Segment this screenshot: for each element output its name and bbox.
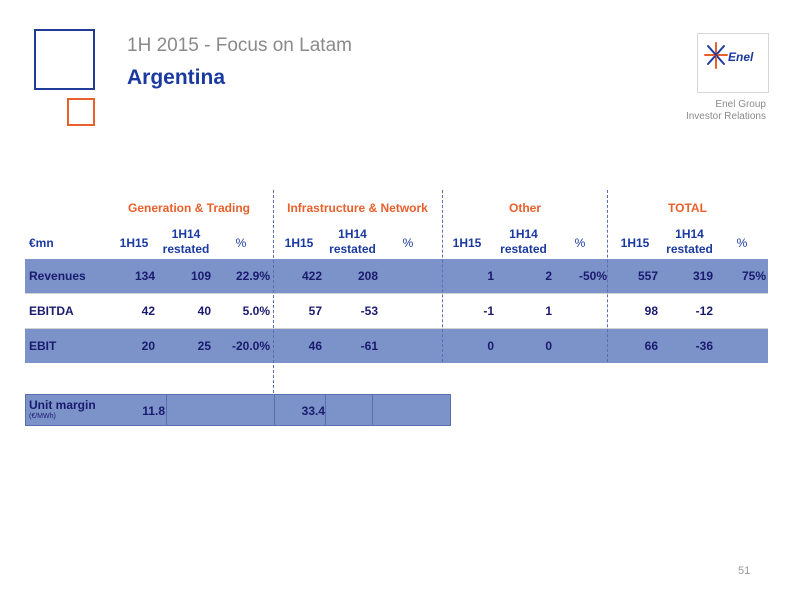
table-cell: 66 <box>644 339 658 353</box>
unit-margin-gen-value: 11.8 <box>142 404 165 418</box>
table-cell: 25 <box>197 339 211 353</box>
col-header-pct: % <box>235 236 247 250</box>
table-cell: 1 <box>487 269 494 283</box>
col-header-1h15: 1H15 <box>452 236 482 250</box>
table-cell: -36 <box>695 339 713 353</box>
table-cell: 109 <box>190 269 211 283</box>
table-row-ebit: EBIT 20 25 -20.0% 46 -61 0 0 66 -36 <box>25 329 768 363</box>
table-cell: 42 <box>141 304 155 318</box>
table-cell: -50% <box>578 269 607 283</box>
table-cell: 75% <box>741 269 766 283</box>
cell-divider <box>325 395 326 425</box>
table-row-revenues: Revenues 134 109 22.9% 422 208 1 2 -50% … <box>25 259 768 293</box>
company-line-2: Investor Relations <box>685 111 766 122</box>
table-cell: 22.9% <box>235 269 270 283</box>
row-label: Revenues <box>29 269 86 283</box>
unit-margin-unit: (€/MWh) <box>29 413 56 420</box>
table-cell: 2 <box>545 269 552 283</box>
table-cell: 208 <box>357 269 378 283</box>
slide-title: Argentina <box>127 66 226 89</box>
company-line-1: Enel Group <box>715 99 766 110</box>
table-cell: -53 <box>360 304 378 318</box>
unit-margin-label: Unit margin <box>29 398 96 412</box>
cell-divider <box>372 395 373 425</box>
table-cell: -1 <box>483 304 494 318</box>
table-cell: 0 <box>545 339 552 353</box>
cell-divider <box>274 395 275 425</box>
table-cell: -61 <box>360 339 378 353</box>
table-cell: 5.0% <box>242 304 270 318</box>
unit-margin-infra-value: 33.4 <box>301 404 325 418</box>
decorative-square-orange <box>67 98 95 126</box>
slide-subtitle: 1H 2015 - Focus on Latam <box>127 35 352 56</box>
table-cell: 1 <box>545 304 552 318</box>
column-group-divider <box>607 190 608 362</box>
table-cell: 40 <box>197 304 211 318</box>
row-divider <box>25 293 768 294</box>
group-header-infrastructure: Infrastructure & Network <box>287 201 428 215</box>
logo-wordmark: Enel <box>728 50 754 64</box>
table-cell: 319 <box>692 269 713 283</box>
enel-logo-icon <box>704 42 728 69</box>
table-cell: 98 <box>644 304 658 318</box>
page-number: 51 <box>738 565 751 577</box>
table-cell: -20.0% <box>231 339 270 353</box>
unit-margin-row: Unit margin (€/MWh) 11.8 33.4 <box>25 394 451 426</box>
decorative-square-blue <box>34 29 95 90</box>
table-cell: 134 <box>134 269 155 283</box>
row-divider <box>25 328 768 329</box>
table-cell: 57 <box>308 304 322 318</box>
column-group-divider <box>442 190 443 362</box>
table-cell: -12 <box>695 304 713 318</box>
unit-header: €mn <box>29 236 54 250</box>
group-header-other: Other <box>508 201 541 215</box>
enel-logo: Enel <box>697 33 769 93</box>
table-cell: 422 <box>301 269 322 283</box>
col-header-pct: % <box>574 236 586 250</box>
table-row-ebitda: EBITDA 42 40 5.0% 57 -53 -1 1 98 -12 <box>25 294 768 328</box>
col-header-1h14: 1H14 restated <box>329 227 376 256</box>
col-header-1h14: 1H14 restated <box>162 227 210 256</box>
col-header-pct: % <box>736 236 748 250</box>
group-header-total: TOTAL <box>668 201 707 215</box>
col-header-1h15: 1H15 <box>119 236 149 250</box>
col-header-1h15: 1H15 <box>620 236 650 250</box>
group-header-generation: Generation & Trading <box>127 201 250 215</box>
row-label: EBIT <box>29 339 57 353</box>
table-cell: 0 <box>487 339 494 353</box>
cell-divider <box>166 395 167 425</box>
table-cell: 20 <box>141 339 155 353</box>
col-header-1h14: 1H14 restated <box>666 227 713 256</box>
table-cell: 557 <box>637 269 658 283</box>
col-header-1h14: 1H14 restated <box>500 227 547 256</box>
company-info: Enel Group Investor Relations <box>686 99 766 123</box>
col-header-pct: % <box>402 236 414 250</box>
row-label: EBITDA <box>29 304 74 318</box>
table-cell: 46 <box>308 339 322 353</box>
col-header-1h15: 1H15 <box>284 236 314 250</box>
column-group-divider <box>273 190 274 398</box>
